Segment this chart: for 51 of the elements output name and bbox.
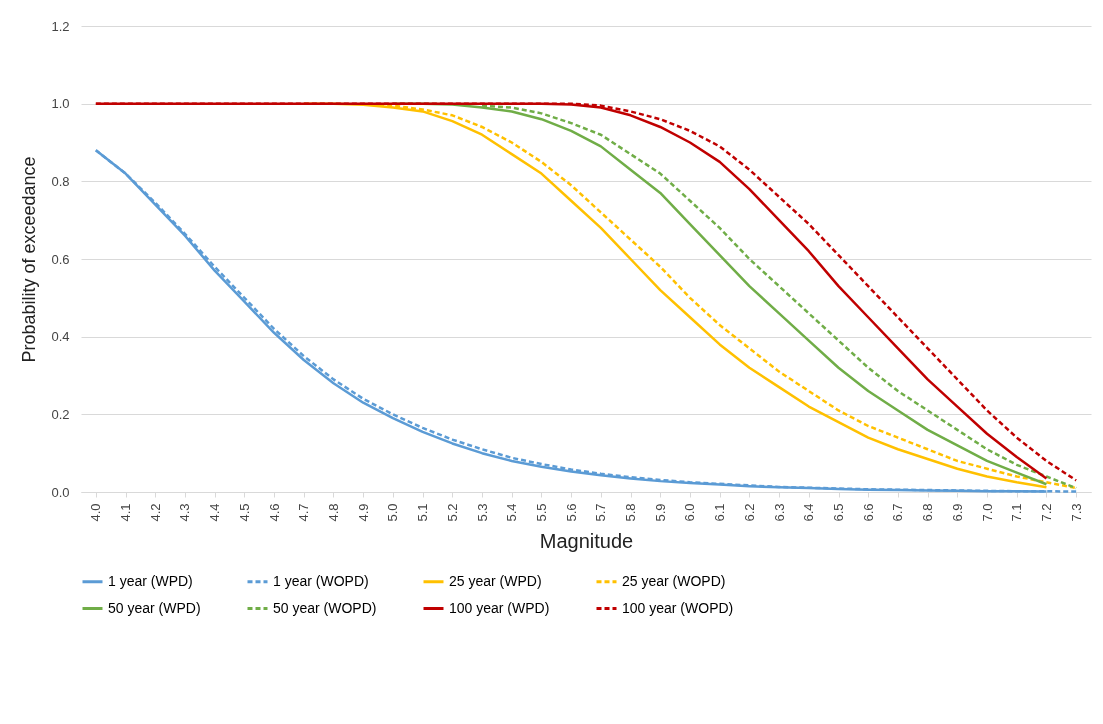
x-tick-label: 6.9 <box>949 503 965 522</box>
x-axis-title: Magnitude <box>539 529 634 552</box>
x-tick-label: 5.2 <box>444 503 460 522</box>
x-tick-label: 6.6 <box>860 503 876 522</box>
x-tick-label: 4.2 <box>147 503 163 522</box>
x-tick-label: 6.7 <box>890 503 906 522</box>
x-tick-label: 4.0 <box>88 503 104 522</box>
x-tick-label: 5.7 <box>593 503 609 522</box>
x-tick-label: 4.8 <box>326 503 341 522</box>
x-tick-label: 5.4 <box>504 503 520 522</box>
x-tick-label: 6.0 <box>682 503 698 522</box>
x-tick-label: 7.3 <box>1068 503 1084 522</box>
x-tick-label: 6.2 <box>741 503 757 522</box>
x-tick-label: 5.6 <box>563 503 579 522</box>
legend-label: 25 year (WPD) <box>449 572 542 589</box>
y-tick-label: 0.2 <box>51 406 70 422</box>
x-tick-label: 4.7 <box>296 503 312 522</box>
x-tick-label: 6.3 <box>771 503 787 522</box>
y-tick-label: 0.0 <box>51 484 70 500</box>
legend-label: 100 year (WPD) <box>449 599 550 616</box>
x-tick-label: 5.5 <box>533 503 549 522</box>
legend-label: 1 year (WOPD) <box>273 572 369 589</box>
y-tick-label: 0.4 <box>51 329 70 345</box>
x-tick-label: 5.0 <box>385 503 401 522</box>
y-tick-label: 0.8 <box>51 173 70 189</box>
x-tick-label: 4.3 <box>177 503 193 522</box>
x-tick-label: 4.9 <box>355 503 371 522</box>
x-tick-label: 5.1 <box>415 503 431 522</box>
x-tick-label: 7.2 <box>1038 503 1054 522</box>
x-tick-label: 5.3 <box>474 503 490 522</box>
x-tick-label: 5.8 <box>623 503 639 522</box>
legend-label: 100 year (WOPD) <box>622 599 734 616</box>
legend-label: 25 year (WOPD) <box>622 572 726 589</box>
x-tick-label: 6.8 <box>920 503 936 522</box>
x-tick-label: 4.4 <box>207 503 223 522</box>
x-tick-label: 4.6 <box>266 503 282 522</box>
x-tick-label: 7.0 <box>979 503 995 522</box>
x-tick-label: 4.1 <box>118 503 134 522</box>
x-tick-label: 7.1 <box>1009 503 1025 522</box>
y-axis-title: Probability of exceedance <box>19 156 40 363</box>
x-tick-label: 6.4 <box>801 503 817 522</box>
x-tick-label: 5.9 <box>652 503 668 522</box>
y-tick-label: 1.0 <box>51 96 70 112</box>
x-tick-label: 4.5 <box>236 503 252 522</box>
legend-label: 50 year (WPD) <box>108 599 201 616</box>
legend-label: 50 year (WOPD) <box>273 599 377 616</box>
legend-label: 1 year (WPD) <box>108 572 193 589</box>
x-tick-label: 6.1 <box>712 503 728 522</box>
y-tick-label: 1.2 <box>51 18 70 34</box>
x-tick-label: 6.5 <box>831 503 846 522</box>
y-tick-label: 0.6 <box>51 251 70 267</box>
